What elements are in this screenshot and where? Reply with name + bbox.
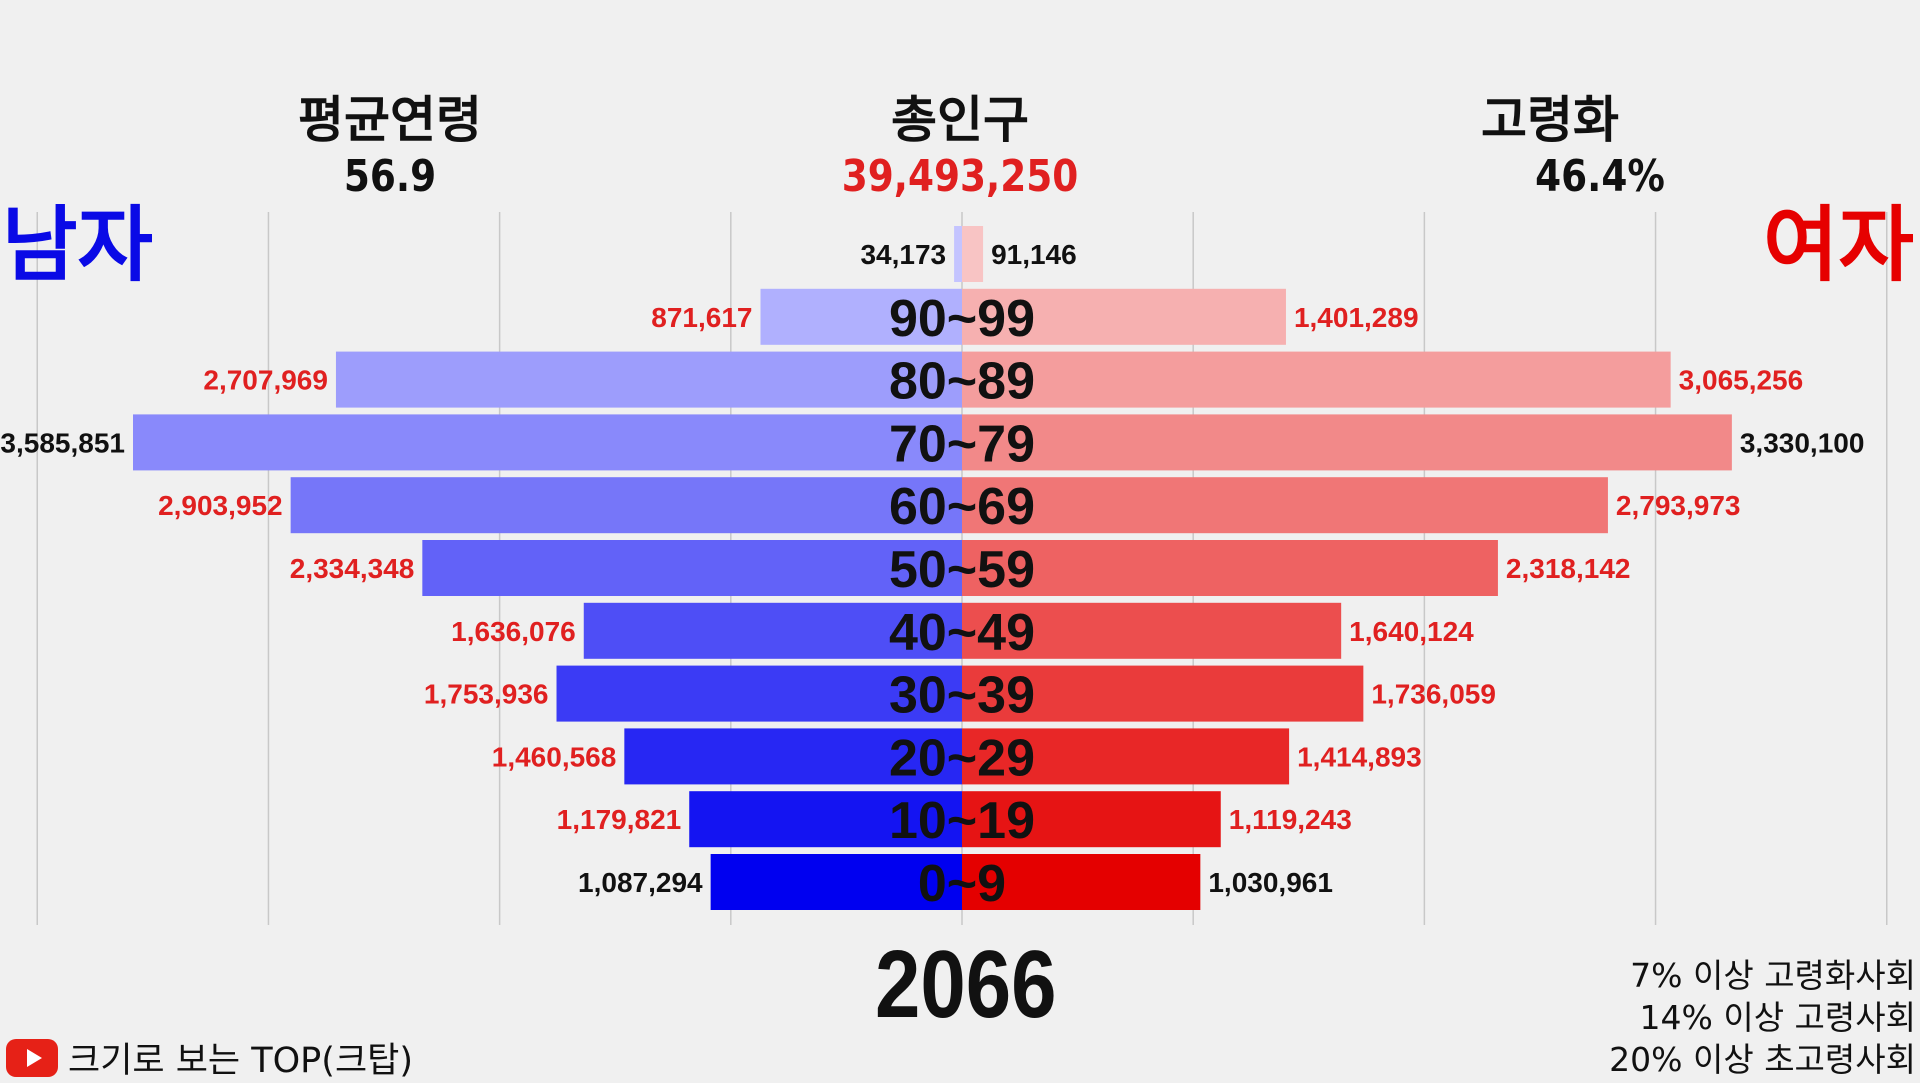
age-group-label: 10~19	[889, 792, 1035, 850]
female-value-label: 1,640,124	[1349, 616, 1474, 647]
male-bar	[335, 351, 963, 408]
age-group-label: 50~59	[889, 541, 1035, 599]
male-value-label: 1,753,936	[424, 679, 549, 710]
male-bar	[760, 288, 962, 345]
male-value-label: 1,087,294	[578, 867, 703, 898]
year-label: 2066	[875, 931, 1057, 1038]
legend-item-super-aged-society: 20% 이상 초고령사회	[1609, 1040, 1916, 1079]
total-population-block: 총인구 39,493,250	[810, 90, 1110, 204]
female-value-label: 2,318,142	[1506, 553, 1631, 584]
average-age-block: 평균연령 56.9	[240, 90, 540, 204]
aging-legend: 7% 이상 고령화사회 14% 이상 고령사회 20% 이상 초고령사회	[1609, 955, 1916, 1081]
male-bar	[133, 414, 962, 471]
total-population-label: 총인구	[891, 91, 1029, 149]
male-value-label: 2,334,348	[290, 553, 415, 584]
aging-rate-label: 고령화	[1481, 91, 1619, 149]
legend-item-aged-society: 14% 이상 고령사회	[1639, 998, 1917, 1037]
age-group-label: 20~29	[889, 729, 1035, 787]
male-bar	[710, 854, 962, 910]
male-value-label: 1,179,821	[557, 804, 682, 835]
average-age-label: 평균연령	[298, 91, 482, 149]
female-value-label: 1,119,243	[1229, 804, 1352, 835]
female-bar	[962, 665, 1364, 722]
female-bar	[962, 540, 1498, 596]
male-bar	[954, 226, 962, 282]
female-bar	[962, 226, 984, 282]
male-bar	[689, 791, 962, 848]
age-group-label: 60~69	[889, 478, 1035, 536]
age-group-label: 70~79	[889, 415, 1035, 473]
female-value-label: 1,401,289	[1294, 302, 1419, 333]
male-value-label: 2,903,952	[158, 490, 283, 521]
female-bar	[962, 477, 1608, 534]
male-bar	[422, 540, 963, 596]
female-bar	[962, 351, 1671, 408]
male-value-label: 1,460,568	[492, 741, 617, 772]
female-value-label: 3,330,100	[1740, 427, 1865, 458]
channel-name: 크기로 보는 TOP(크탑)	[68, 1041, 413, 1081]
male-bar	[556, 665, 962, 722]
female-value-label: 91,146	[991, 239, 1077, 270]
male-bar	[624, 728, 962, 785]
male-bar	[583, 602, 962, 659]
youtube-icon	[6, 1038, 58, 1077]
female-bar	[962, 414, 1732, 471]
male-value-label: 34,173	[860, 239, 946, 270]
female-bar	[962, 728, 1290, 785]
male-bar	[290, 477, 963, 534]
male-value-label: 3,585,851	[0, 427, 125, 458]
total-population-value: 39,493,250	[841, 151, 1079, 202]
female-label: 여자	[1763, 198, 1914, 293]
aging-rate-value: 46.4%	[1535, 151, 1665, 202]
age-group-label: 30~39	[889, 667, 1035, 725]
male-value-label: 2,707,969	[203, 365, 328, 396]
age-group-label: 40~49	[889, 604, 1035, 662]
aging-rate-block: 고령화 46.4%	[1400, 90, 1700, 204]
female-bar	[962, 854, 1201, 910]
average-age-value: 56.9	[343, 151, 437, 202]
age-group-label: 80~89	[889, 353, 1035, 411]
legend-item-aging-society: 7% 이상 고령화사회	[1630, 956, 1916, 995]
female-value-label: 1,736,059	[1371, 679, 1496, 710]
female-bar	[962, 791, 1221, 848]
female-bar	[962, 288, 1286, 345]
female-value-label: 2,793,973	[1616, 490, 1741, 521]
age-group-label: 0~9	[918, 855, 1006, 913]
female-value-label: 1,414,893	[1297, 741, 1422, 772]
channel-watermark: 크기로 보는 TOP(크탑)	[6, 1035, 413, 1081]
female-value-label: 1,030,961	[1208, 867, 1333, 898]
female-value-label: 3,065,256	[1679, 365, 1804, 396]
male-label: 남자	[2, 198, 153, 293]
male-value-label: 871,617	[651, 302, 752, 333]
female-bar	[962, 602, 1342, 659]
age-group-label: 90~99	[889, 290, 1035, 348]
male-value-label: 1,636,076	[451, 616, 576, 647]
